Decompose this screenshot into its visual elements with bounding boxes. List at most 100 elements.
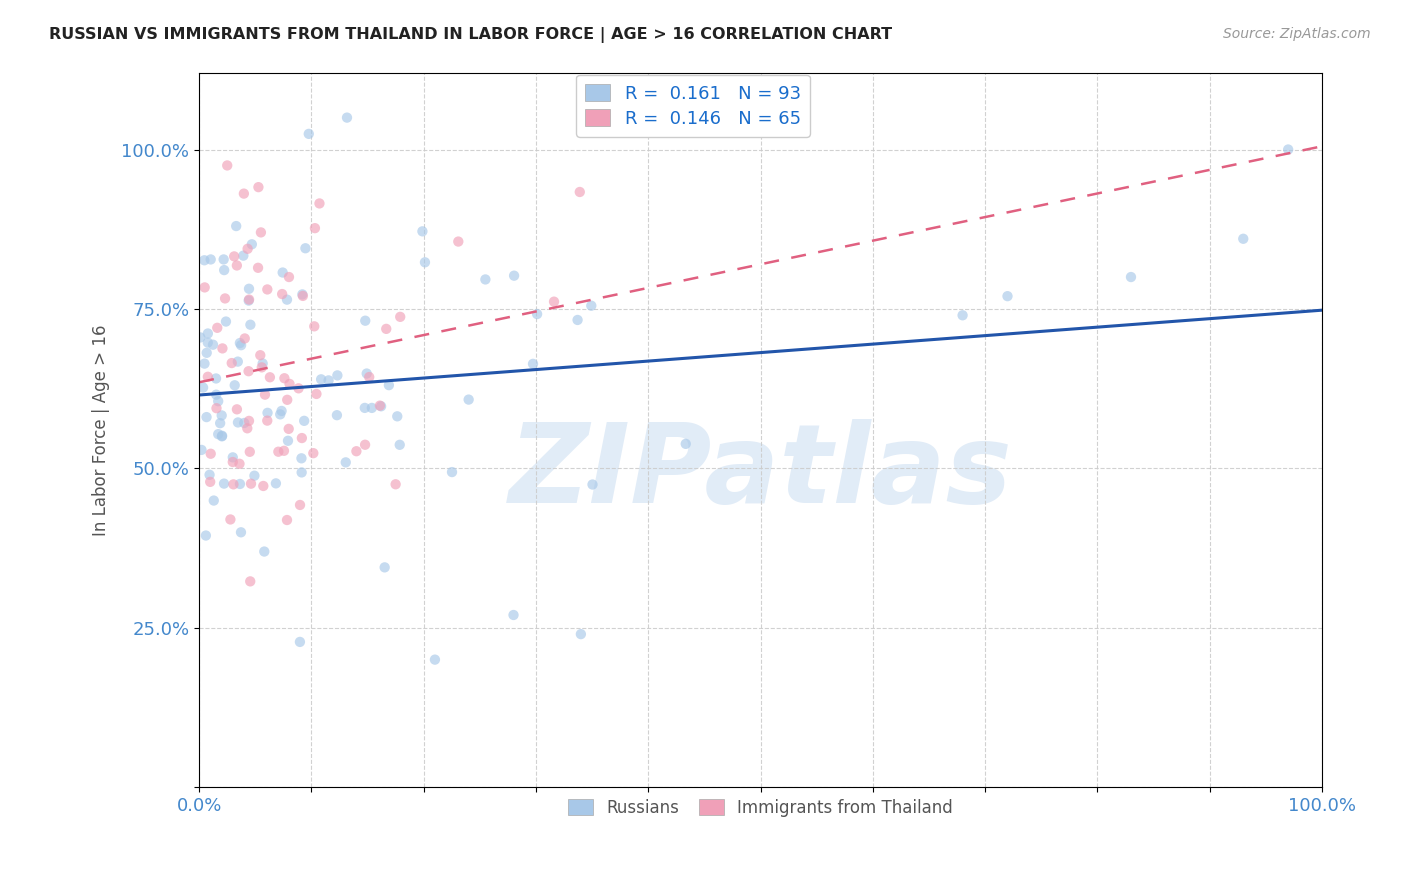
Point <box>197 335 219 350</box>
Point <box>225 219 247 233</box>
Point <box>305 387 328 401</box>
Point <box>389 310 412 324</box>
Point <box>291 466 314 480</box>
Point <box>1119 270 1142 285</box>
Point <box>423 653 446 667</box>
Y-axis label: In Labor Force | Age > 16: In Labor Force | Age > 16 <box>93 325 110 536</box>
Point <box>247 260 270 275</box>
Point <box>457 392 479 407</box>
Point <box>207 394 229 409</box>
Point <box>201 337 224 351</box>
Legend: Russians, Immigrants from Thailand: Russians, Immigrants from Thailand <box>560 790 962 825</box>
Point <box>387 409 409 424</box>
Point <box>215 314 238 328</box>
Point <box>239 318 262 332</box>
Point <box>269 408 291 422</box>
Point <box>195 346 218 360</box>
Point <box>193 357 215 371</box>
Point <box>250 360 273 375</box>
Point <box>253 387 276 401</box>
Point <box>239 574 262 589</box>
Point <box>211 342 233 356</box>
Point <box>211 429 233 443</box>
Point <box>240 237 263 252</box>
Point <box>219 512 242 526</box>
Point <box>249 348 271 362</box>
Point <box>233 331 256 345</box>
Point <box>229 525 252 540</box>
Point <box>326 408 349 422</box>
Point <box>290 451 312 466</box>
Point <box>952 308 974 322</box>
Point <box>1277 143 1299 157</box>
Point <box>360 401 382 415</box>
Point <box>440 465 463 479</box>
Text: RUSSIAN VS IMMIGRANTS FROM THAILAND IN LABOR FORCE | AGE > 16 CORRELATION CHART: RUSSIAN VS IMMIGRANTS FROM THAILAND IN L… <box>49 27 893 43</box>
Point <box>198 467 221 482</box>
Point <box>277 422 299 436</box>
Point <box>278 270 301 285</box>
Point <box>298 127 321 141</box>
Point <box>256 406 278 420</box>
Point <box>581 477 603 491</box>
Point <box>212 263 235 277</box>
Point <box>193 253 215 268</box>
Point <box>288 498 311 512</box>
Point <box>411 224 433 238</box>
Point <box>294 241 316 255</box>
Point <box>292 414 315 428</box>
Point <box>354 314 377 328</box>
Point <box>205 401 228 416</box>
Point <box>526 307 548 321</box>
Point <box>228 457 250 471</box>
Point <box>195 410 218 425</box>
Point <box>207 427 229 442</box>
Point <box>336 111 359 125</box>
Point <box>378 378 401 392</box>
Point <box>503 268 526 283</box>
Point <box>354 438 377 452</box>
Point <box>197 369 219 384</box>
Point <box>522 357 544 371</box>
Point <box>502 607 524 622</box>
Text: ZIPatlas: ZIPatlas <box>509 419 1012 526</box>
Point <box>224 378 246 392</box>
Point <box>302 446 325 460</box>
Point <box>264 476 287 491</box>
Point <box>222 477 245 491</box>
Point <box>256 282 278 296</box>
Point <box>997 289 1019 303</box>
Point <box>581 299 603 313</box>
Point <box>207 321 229 335</box>
Point <box>276 513 298 527</box>
Point <box>202 493 225 508</box>
Point <box>447 235 470 249</box>
Point <box>200 252 222 267</box>
Point <box>259 370 281 384</box>
Point <box>209 416 232 430</box>
Point <box>239 445 262 459</box>
Point <box>252 479 274 493</box>
Point <box>374 560 396 574</box>
Point <box>277 434 299 448</box>
Point <box>543 294 565 309</box>
Point <box>567 313 589 327</box>
Point <box>197 326 219 341</box>
Point <box>236 242 259 256</box>
Point <box>229 338 252 352</box>
Point <box>222 455 245 469</box>
Point <box>226 354 249 368</box>
Point <box>384 477 406 491</box>
Point <box>212 476 235 491</box>
Point <box>271 287 294 301</box>
Point <box>252 356 274 370</box>
Point <box>205 387 228 401</box>
Point <box>291 287 314 301</box>
Point <box>236 421 259 435</box>
Point <box>335 455 357 469</box>
Point <box>256 414 278 428</box>
Point <box>1232 232 1254 246</box>
Point <box>238 293 260 308</box>
Point <box>276 392 298 407</box>
Point <box>211 409 233 423</box>
